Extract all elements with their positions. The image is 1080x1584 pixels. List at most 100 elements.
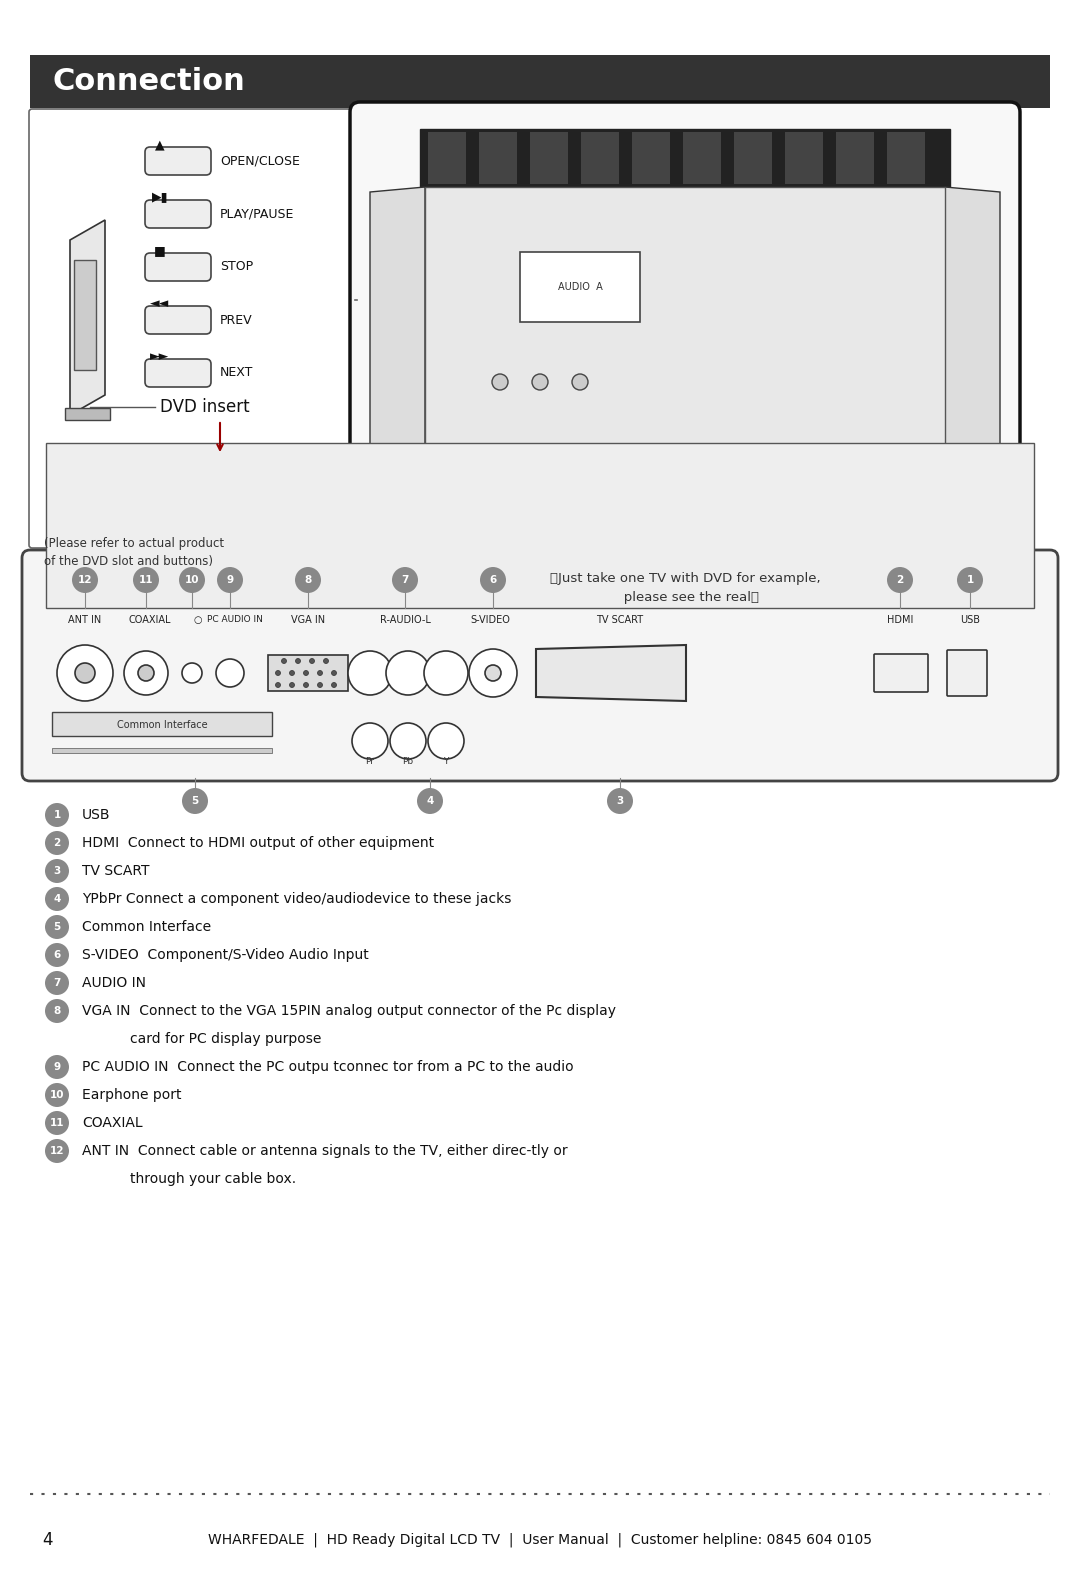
Text: 3: 3 [53, 866, 60, 876]
Text: VGA IN  Connect to the VGA 15PIN analog output connector of the Pc display: VGA IN Connect to the VGA 15PIN analog o… [82, 1004, 616, 1019]
Bar [175, 501, 330, 510]
Text: 7: 7 [402, 575, 408, 584]
Circle shape [45, 887, 69, 911]
Text: WHARFEDALE  |  HD Ready Digital LCD TV  |  User Manual  |  Customer helpline: 08: WHARFEDALE | HD Ready Digital LCD TV | U… [208, 1533, 872, 1548]
Circle shape [45, 971, 69, 995]
Text: Connection: Connection [52, 67, 245, 95]
Text: USB: USB [82, 808, 110, 822]
Text: USB: USB [960, 615, 980, 626]
Circle shape [485, 665, 501, 681]
Text: ►►: ►► [150, 350, 170, 363]
Polygon shape [370, 187, 426, 482]
Circle shape [310, 659, 314, 664]
Text: STOP: STOP [220, 260, 253, 274]
Text: ◄◄: ◄◄ [150, 298, 170, 310]
Circle shape [295, 567, 321, 592]
Polygon shape [268, 656, 348, 691]
Text: 4: 4 [427, 797, 434, 806]
Text: NEXT: NEXT [220, 366, 254, 380]
Bar [65, 409, 110, 420]
Text: TV SCART: TV SCART [82, 863, 149, 878]
Text: Earphone port: Earphone port [82, 1088, 181, 1102]
Bar [785, 131, 823, 184]
Text: ANT IN  Connect cable or antenna signals to the TV, either direc-tly or: ANT IN Connect cable or antenna signals … [82, 1144, 568, 1158]
Circle shape [45, 803, 69, 827]
Bar [215, 569, 291, 581]
Circle shape [45, 859, 69, 882]
Circle shape [352, 722, 388, 759]
Circle shape [318, 670, 323, 675]
Text: ▲: ▲ [156, 138, 165, 152]
Circle shape [124, 651, 168, 695]
Text: Common Interface: Common Interface [82, 920, 211, 935]
Bar [519, 252, 640, 322]
Bar [52, 711, 272, 737]
Text: Common Interface: Common Interface [117, 721, 207, 730]
Circle shape [133, 567, 159, 592]
Bar [887, 131, 924, 184]
FancyBboxPatch shape [145, 147, 211, 174]
Text: 12: 12 [50, 1145, 64, 1156]
Text: TV SCART: TV SCART [596, 615, 644, 626]
Circle shape [296, 659, 300, 664]
Text: 9: 9 [53, 1061, 60, 1072]
Polygon shape [945, 187, 1000, 482]
FancyBboxPatch shape [29, 109, 355, 548]
Text: 2: 2 [896, 575, 904, 584]
Text: 7: 7 [53, 977, 60, 988]
Circle shape [386, 651, 430, 695]
Text: ANT IN: ANT IN [68, 615, 102, 626]
Circle shape [57, 645, 113, 702]
Circle shape [303, 683, 309, 687]
Bar [30, 55, 1050, 108]
Circle shape [318, 683, 323, 687]
Text: R-AUDIO-L: R-AUDIO-L [379, 615, 431, 626]
Text: PC AUDIO IN: PC AUDIO IN [207, 616, 262, 624]
Circle shape [45, 1110, 69, 1136]
Text: PLAY/PAUSE: PLAY/PAUSE [220, 208, 295, 220]
Bar [420, 128, 950, 187]
Circle shape [607, 787, 633, 814]
Circle shape [348, 651, 392, 695]
Text: card for PC display purpose: card for PC display purpose [130, 1033, 322, 1045]
Text: 5: 5 [191, 797, 199, 806]
Text: VGA IN: VGA IN [291, 615, 325, 626]
Text: 4: 4 [53, 893, 60, 904]
Circle shape [45, 832, 69, 855]
Text: （Just take one TV with DVD for example,
   please see the real）: （Just take one TV with DVD for example, … [550, 572, 821, 604]
Circle shape [282, 659, 286, 664]
Circle shape [492, 374, 508, 390]
Circle shape [390, 722, 426, 759]
Circle shape [45, 1139, 69, 1163]
Circle shape [216, 659, 244, 687]
Text: 5: 5 [53, 922, 60, 931]
Circle shape [217, 567, 243, 592]
Text: HDMI: HDMI [887, 615, 914, 626]
Text: 2: 2 [53, 838, 60, 847]
Circle shape [332, 683, 337, 687]
Circle shape [392, 567, 418, 592]
Circle shape [324, 659, 328, 664]
Circle shape [887, 567, 913, 592]
Circle shape [72, 567, 98, 592]
Circle shape [480, 567, 507, 592]
Circle shape [45, 942, 69, 966]
Bar [428, 131, 465, 184]
Text: ○: ○ [193, 615, 202, 626]
Circle shape [572, 374, 588, 390]
Text: 9: 9 [227, 575, 233, 584]
Polygon shape [536, 645, 686, 702]
Polygon shape [660, 535, 740, 561]
Bar [530, 131, 568, 184]
Text: 11: 11 [50, 1118, 64, 1128]
Text: PREV: PREV [220, 314, 253, 326]
Text: Y: Y [443, 757, 448, 765]
Text: S-VIDEO  Component/S-Video Audio Input: S-VIDEO Component/S-Video Audio Input [82, 947, 368, 961]
Text: AUDIO  A: AUDIO A [557, 282, 603, 291]
Text: ▶▮: ▶▮ [152, 192, 168, 204]
Circle shape [75, 664, 95, 683]
Circle shape [45, 1083, 69, 1107]
Text: DVD insert: DVD insert [160, 398, 249, 417]
FancyBboxPatch shape [22, 550, 1058, 781]
Bar [836, 131, 874, 184]
